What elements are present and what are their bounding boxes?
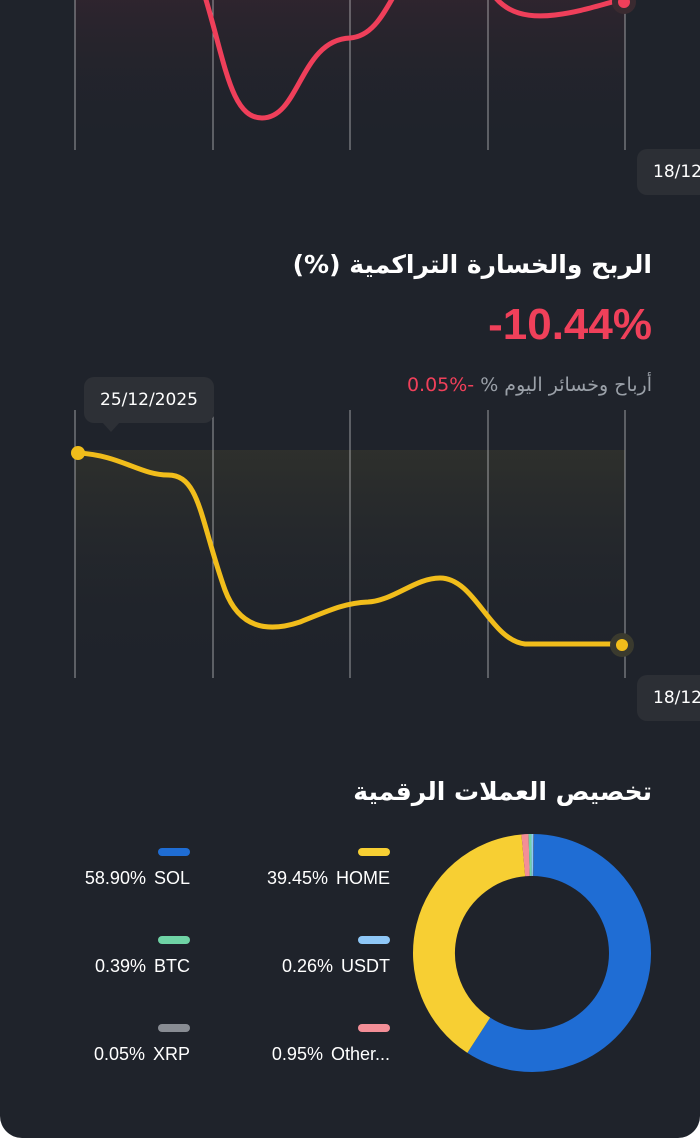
top-chart-end-point[interactable]	[618, 0, 630, 8]
legend-item-home[interactable]: 39.45% HOME	[240, 848, 390, 898]
legend-swatch	[358, 936, 390, 944]
top-pnl-line	[203, 0, 623, 121]
legend-name: Other...	[330, 1044, 390, 1064]
legend-swatch	[158, 848, 190, 856]
legend-name: XRP	[152, 1044, 190, 1064]
cumulative-pnl-title: الربح والخسارة التراكمية (%)	[292, 250, 652, 279]
legend-name: HOME	[336, 868, 390, 888]
allocation-title: تخصيص العملات الرقمية	[353, 777, 652, 806]
legend-percent: 58.90%	[84, 868, 146, 888]
cumulative-pnl-line	[75, 450, 623, 647]
allocation-donut-chart[interactable]	[402, 823, 662, 1083]
legend-name: SOL	[153, 868, 190, 888]
cumulative-pnl-value: -10.44%	[488, 300, 652, 349]
legend-name: USDT	[341, 956, 390, 976]
allocation-legend: 39.45% HOME 58.90% SOL 0.26% USDT 0.39% BTC …	[60, 848, 390, 1088]
today-pnl-label: أرباح وخسائر اليوم %	[480, 374, 652, 396]
top-chart-date-chip: 18/12	[637, 149, 700, 195]
legend-percent: 0.05%	[93, 1044, 145, 1064]
legend-percent: 0.26%	[281, 956, 333, 976]
donut-slice-home[interactable]	[413, 834, 526, 1053]
legend-swatch	[158, 936, 190, 944]
legend-name: BTC	[154, 956, 190, 976]
legend-swatch	[158, 1024, 190, 1032]
legend-percent: 0.39%	[94, 956, 146, 976]
top-pnl-chart[interactable]	[0, 0, 700, 200]
legend-item-sol[interactable]: 58.90% SOL	[40, 848, 190, 898]
cumulative-end-point[interactable]	[616, 639, 628, 651]
chart-tooltip: 25/12/2025	[84, 377, 214, 432]
legend-item-btc[interactable]: 0.39% BTC	[40, 936, 190, 986]
legend-item-xrp[interactable]: 0.05% XRP	[40, 1024, 190, 1074]
cumulative-pnl-chart[interactable]	[0, 0, 700, 700]
donut-slice-sol[interactable]	[467, 834, 651, 1072]
cumulative-start-point[interactable]	[71, 446, 85, 460]
cumulative-chart-date-chip: 18/12	[637, 675, 700, 721]
legend-swatch	[358, 1024, 390, 1032]
legend-item-usdt[interactable]: 0.26% USDT	[240, 936, 390, 986]
legend-item-other[interactable]: 0.95% Other...	[240, 1024, 390, 1074]
legend-swatch	[358, 848, 390, 856]
legend-percent: 0.95%	[271, 1044, 323, 1064]
legend-percent: 39.45%	[266, 868, 328, 888]
today-pnl-value: -%0.05	[406, 374, 475, 396]
today-pnl-row: أرباح وخسائر اليوم % -%0.05	[407, 374, 652, 396]
